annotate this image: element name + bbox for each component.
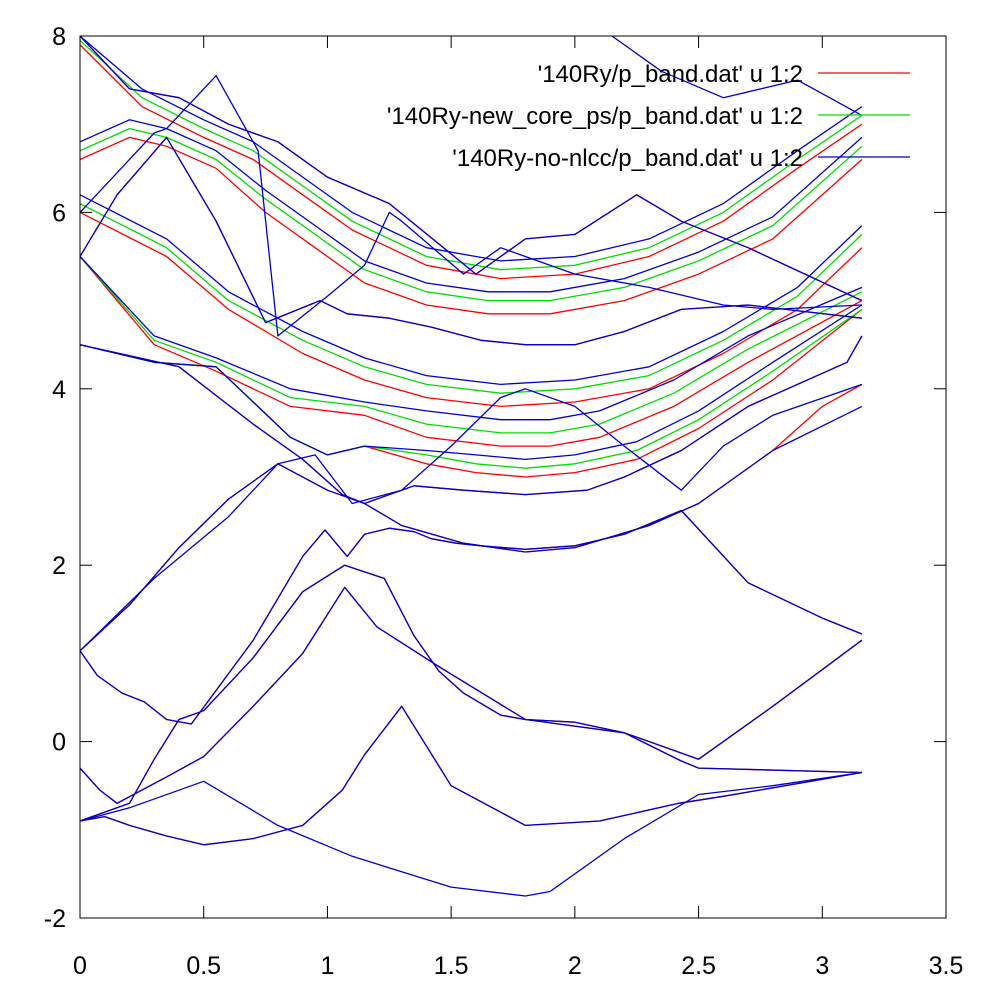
- series-3-band-13: [80, 119, 863, 293]
- legend-label-3: '140Ry-no-nlcc/p_band.dat' u 1:2: [452, 145, 803, 172]
- series-1-band-7: [80, 308, 863, 478]
- x-tick-label: 2: [568, 952, 582, 980]
- series-3-band-14: [80, 36, 863, 262]
- series-3-band-10: [80, 256, 863, 421]
- series-3-band-3: [80, 586, 863, 804]
- series-3-band-8: [80, 335, 863, 505]
- series-2-band-2: [80, 256, 863, 434]
- series-3-band-2: [80, 771, 862, 897]
- series-3-band-7: [80, 383, 863, 652]
- series-3-band-5: [80, 509, 863, 725]
- series-3-band-17: [611, 36, 863, 116]
- legend-label-1: '140Ry/p_band.dat' u 1:2: [538, 61, 803, 88]
- series-3-band-9: [80, 304, 863, 461]
- series-layer: [80, 36, 863, 897]
- series-3-band-15: [80, 75, 862, 337]
- series-3-band-12: [80, 136, 862, 346]
- x-tick-label: 1: [320, 952, 334, 980]
- series-1-band-6: [80, 335, 863, 505]
- x-tick-label: 0.5: [186, 952, 221, 980]
- series-2-band-1: [80, 308, 863, 469]
- y-tick-label: -2: [44, 905, 66, 933]
- series-3-band-11: [80, 194, 863, 386]
- x-tick-label: 1.5: [434, 952, 469, 980]
- series-1-band-8: [80, 256, 863, 447]
- series-1-band-3: [80, 564, 862, 822]
- x-tick-label: 3: [815, 952, 829, 980]
- x-tick-label: 2.5: [681, 952, 716, 980]
- series-3-band-4: [80, 564, 862, 822]
- y-tick-label: 4: [52, 376, 66, 404]
- plot-frame: [79, 35, 947, 919]
- series-3-band-1: [80, 705, 863, 846]
- series-1-band-2: [80, 586, 863, 804]
- y-tick-label: 0: [52, 729, 66, 757]
- series-2-band-4: [80, 127, 863, 302]
- x-tick-label: 0: [73, 952, 87, 980]
- y-tick-label: 2: [52, 552, 66, 580]
- series-1-band-11: [80, 136, 863, 315]
- series-1-band-12: [80, 44, 863, 280]
- series-3-band-16: [80, 36, 863, 302]
- x-tick-label: 3.5: [929, 952, 964, 980]
- series-3: [80, 36, 863, 897]
- y-tick-label: 6: [52, 199, 66, 227]
- legend: '140Ry/p_band.dat' u 1:2 '140Ry-new_core_…: [387, 61, 910, 172]
- y-tick-label: 8: [52, 23, 66, 51]
- series-1-band-5: [80, 383, 863, 652]
- series-1-band-9: [80, 211, 863, 408]
- series-2-band-3: [80, 203, 863, 394]
- legend-label-2: '140Ry-new_core_ps/p_band.dat' u 1:2: [387, 103, 803, 130]
- series-3-band-6: [80, 405, 863, 652]
- series-2-band-5: [80, 39, 863, 271]
